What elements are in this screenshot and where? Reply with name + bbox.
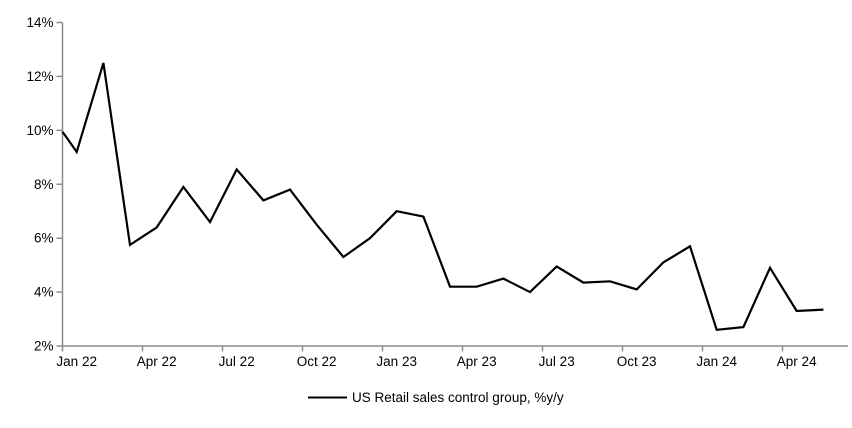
series-lines (61, 62, 824, 331)
x-axis-label: Jan 22 (56, 354, 97, 369)
x-axis-label: Jan 24 (696, 354, 737, 369)
data-series-line (61, 62, 824, 331)
y-axis-label: 2% (34, 339, 54, 354)
legend: US Retail sales control group, %y/y (308, 390, 564, 405)
x-axis-label: Jan 23 (376, 354, 417, 369)
y-axis-labels: 2% 4% 6% 8% 10% 12% 14% (26, 15, 53, 354)
x-axis-label: Apr 22 (137, 354, 177, 369)
y-axis-label: 12% (26, 69, 53, 84)
x-axis-label: Oct 22 (297, 354, 337, 369)
axes (56, 21, 848, 352)
y-axis-label: 4% (34, 285, 54, 300)
x-axis-labels: Jan 22 Apr 22 Jul 22 Oct 22 Jan 23 Apr 23 Jul … (56, 354, 817, 369)
y-axis-label: 6% (34, 231, 54, 246)
x-axis-label: Jul 23 (539, 354, 575, 369)
y-axis-label: 10% (26, 123, 53, 138)
y-axis-label: 8% (34, 177, 54, 192)
legend-label: US Retail sales control group, %y/y (352, 390, 564, 405)
x-axis-label: Apr 23 (457, 354, 497, 369)
x-axis-label: Oct 23 (617, 354, 657, 369)
y-axis-label: 14% (26, 15, 53, 30)
x-axis-label: Apr 24 (777, 354, 817, 369)
x-axis-label: Jul 22 (219, 354, 255, 369)
